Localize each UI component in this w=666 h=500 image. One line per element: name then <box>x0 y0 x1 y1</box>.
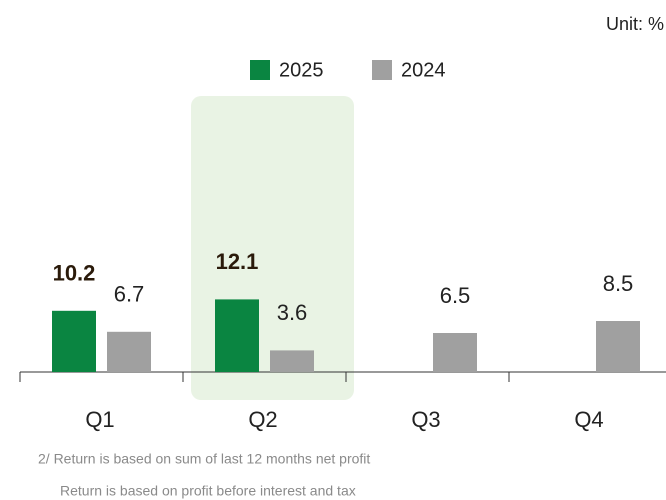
legend-swatch <box>372 60 392 80</box>
bar <box>270 350 314 372</box>
value-label: 8.5 <box>603 271 634 296</box>
bar <box>596 321 640 372</box>
bar <box>433 333 477 372</box>
x-tick-label: Q4 <box>574 407 603 432</box>
value-label: 6.5 <box>440 283 471 308</box>
x-tick-label: Q1 <box>85 407 114 432</box>
x-tick-label: Q3 <box>411 407 440 432</box>
value-label: 10.2 <box>53 261 96 286</box>
value-label: 6.7 <box>114 282 145 307</box>
bar <box>52 310 96 372</box>
legend-label: 2025 <box>279 59 324 81</box>
legend-swatch <box>250 60 270 80</box>
footnote: 2/ Return is based on sum of last 12 mon… <box>38 451 370 467</box>
unit-label: Unit: % <box>606 14 664 34</box>
value-label: 12.1 <box>216 249 259 274</box>
bar <box>215 299 259 372</box>
bar <box>107 331 151 372</box>
legend-label: 2024 <box>401 59 446 81</box>
x-tick-label: Q2 <box>248 407 277 432</box>
value-label: 3.6 <box>277 300 308 325</box>
footnote: Return is based on profit before interes… <box>60 483 356 499</box>
